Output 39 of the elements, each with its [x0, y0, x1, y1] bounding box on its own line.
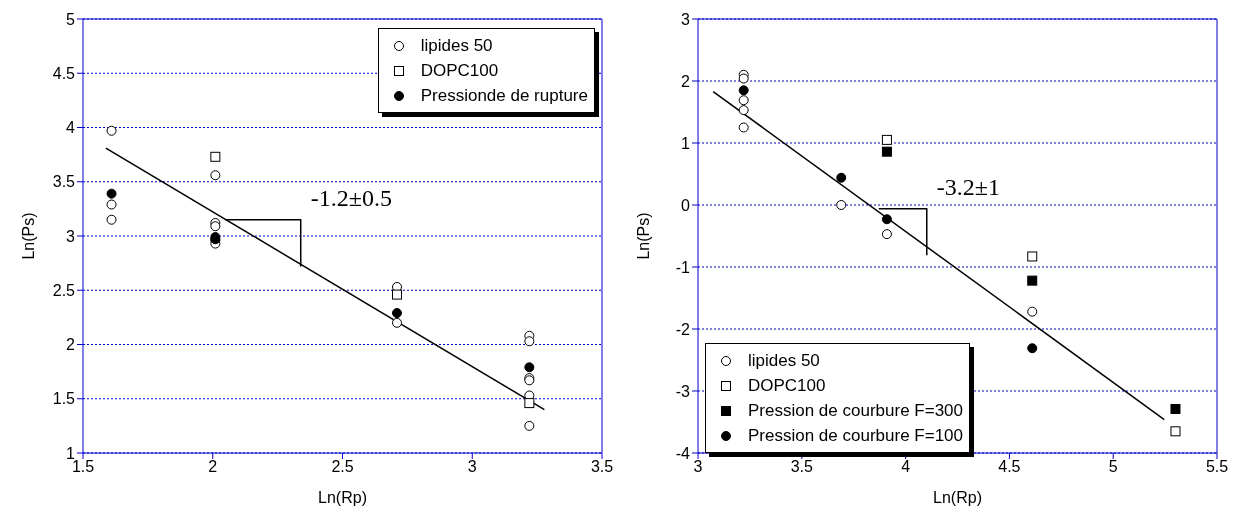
y-tick-label: -3 [675, 382, 691, 400]
x-tick-label: 2 [208, 458, 218, 476]
y-axis-title: Ln(Ps) [634, 212, 652, 260]
y-tick-label: 5 [66, 10, 76, 28]
legend-label: lipides 50 [748, 350, 820, 372]
y-tick-label: 1.5 [52, 390, 76, 408]
x-tick-label: 3.5 [790, 458, 814, 476]
legend-label: Pression de courbure F=300 [748, 400, 963, 422]
y-tick-label: -2 [675, 320, 691, 338]
x-tick-label: 3 [467, 458, 477, 476]
y-tick-label: 3.5 [52, 173, 76, 191]
x-tick-label: 5.5 [1205, 458, 1229, 476]
y-tick-label: -1 [675, 258, 691, 276]
y-tick-label: 0 [681, 196, 691, 214]
y-tick-label: 4 [66, 119, 76, 137]
x-axis-title: Ln(Rp) [318, 489, 367, 506]
y-tick-label: 4.5 [52, 64, 76, 82]
x-tick-label: 4 [901, 458, 911, 476]
legend-label: lipides 50 [420, 35, 493, 57]
y-axis-title: Ln(Ps) [19, 212, 37, 260]
y-tick-label: 3 [681, 10, 691, 28]
x-tick-label: 3.5 [590, 458, 614, 476]
x-tick-label: 2.5 [331, 458, 354, 476]
legend-label: Pression de courbure F=100 [748, 425, 963, 447]
legend-label: DOPC100 [748, 375, 826, 397]
legend-label: Pressionde de rupture [420, 85, 588, 107]
y-tick-label: 1 [681, 134, 691, 152]
x-tick-label: 4.5 [998, 458, 1021, 476]
y-tick-label: 2 [66, 336, 76, 354]
y-tick-label: 2.5 [52, 281, 76, 299]
y-tick-label: -4 [675, 444, 691, 462]
x-tick-label: 5 [1108, 458, 1118, 476]
legend-label: DOPC100 [420, 60, 499, 82]
annotation: -3.2±1 [936, 174, 1000, 201]
x-tick-label: 3 [693, 458, 703, 476]
annotation: -1.2±0.5 [310, 185, 392, 212]
y-tick-label: 3 [66, 227, 76, 245]
y-tick-label: 2 [681, 72, 691, 90]
x-axis-title: Ln(Rp) [933, 489, 982, 506]
